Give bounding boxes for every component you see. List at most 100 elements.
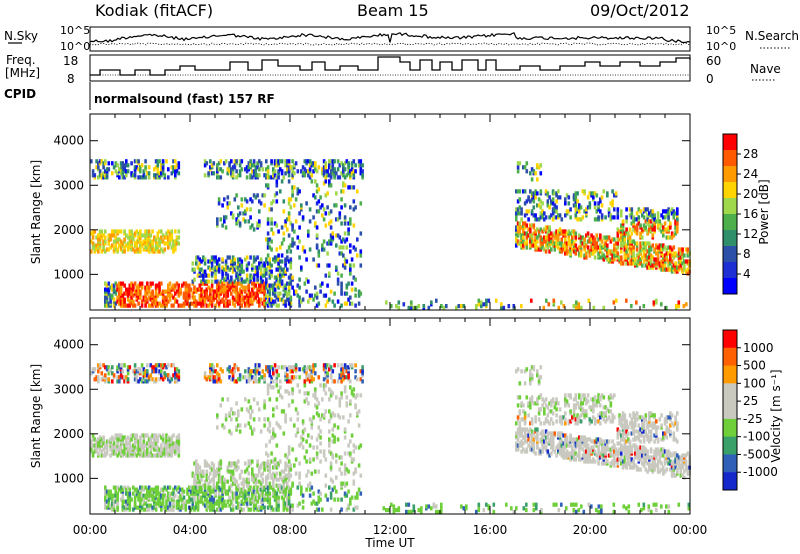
- scatter-cell: [356, 491, 359, 496]
- scatter-cell: [293, 171, 296, 176]
- scatter-cell: [590, 251, 593, 256]
- scatter-cell: [555, 205, 558, 210]
- scatter-cell: [672, 245, 676, 250]
- scatter-cell: [319, 289, 322, 294]
- scatter-cell: [326, 241, 329, 246]
- scatter-cell: [125, 173, 128, 178]
- scatter-cell: [296, 503, 300, 508]
- scatter-cell: [286, 227, 289, 232]
- scatter-cell: [212, 171, 216, 176]
- scatter-cell: [170, 497, 174, 502]
- scatter-cell: [324, 383, 328, 388]
- scatter-cell: [347, 443, 350, 448]
- scatter-cell: [277, 373, 280, 378]
- scatter-cell: [651, 227, 655, 232]
- scatter-cell: [247, 373, 251, 378]
- scatter-cell: [328, 419, 331, 424]
- scatter-cell: [347, 469, 350, 474]
- scatter-cell: [298, 299, 301, 304]
- scatter-cell: [611, 237, 614, 242]
- scatter-cell: [170, 491, 174, 496]
- scatter-cell: [329, 171, 333, 176]
- scatter-cell: [663, 221, 667, 226]
- scatter-cell: [112, 239, 116, 244]
- scatter-cell: [581, 241, 585, 246]
- scatter-cell: [279, 483, 282, 488]
- scatter-cell: [144, 299, 147, 304]
- scatter-cell: [258, 199, 261, 204]
- scatter-cell: [595, 209, 599, 214]
- scatter-cell: [352, 275, 356, 280]
- scatter-cell: [139, 243, 142, 248]
- scatter-cell: [525, 235, 529, 240]
- scatter-cell: [634, 257, 637, 262]
- scatter-cell: [336, 159, 340, 164]
- scatter-cell: [564, 251, 567, 256]
- scatter-cell: [319, 449, 322, 454]
- scatter-cell: [286, 495, 289, 500]
- scatter-cell: [216, 175, 219, 180]
- scatter-cell: [357, 159, 361, 164]
- scatter-cell: [203, 371, 207, 376]
- scatter-cell: [317, 301, 321, 306]
- scatter-cell: [632, 227, 635, 232]
- scatter-cell: [349, 205, 352, 210]
- scatter-cell: [537, 233, 541, 238]
- scatter-cell: [539, 189, 543, 194]
- scatter-cell: [314, 469, 317, 474]
- scatter-cell: [123, 237, 126, 242]
- scatter-cell: [317, 253, 321, 258]
- scatter-cell: [107, 503, 111, 508]
- scatter-cell: [282, 237, 286, 242]
- scatter-cell: [602, 305, 606, 310]
- scatter-cell: [167, 229, 170, 234]
- scatter-cell: [275, 483, 279, 488]
- scatter-cell: [280, 267, 284, 272]
- scatter-cell: [105, 365, 109, 370]
- scatter-cell: [328, 271, 331, 276]
- scatter-cell: [289, 165, 293, 170]
- scatter-cell: [592, 191, 595, 196]
- scatter-cell: [238, 159, 242, 164]
- scatter-cell: [665, 305, 668, 310]
- scatter-cell: [359, 377, 363, 382]
- scatter-cell: [606, 235, 609, 240]
- scatter-cell: [551, 217, 555, 222]
- scatter-cell: [217, 291, 221, 296]
- scatter-cell: [231, 377, 235, 382]
- scatter-cell: [298, 255, 301, 260]
- scatter-cell: [342, 181, 345, 186]
- scatter-cell: [343, 385, 347, 390]
- scatter-cell: [286, 217, 289, 222]
- scatter-cell: [530, 243, 534, 248]
- scatter-cell: [298, 367, 301, 372]
- scatter-cell: [317, 413, 321, 418]
- scatter-cell: [175, 281, 179, 286]
- scatter-cell: [154, 243, 158, 248]
- scatter-cell: [293, 423, 296, 428]
- scatter-cell: [343, 435, 347, 440]
- scatter-cell: [338, 245, 342, 250]
- scatter-cell: [160, 291, 163, 296]
- scatter-cell: [340, 239, 343, 244]
- scatter-cell: [265, 301, 268, 306]
- scatter-cell: [254, 375, 258, 380]
- scatter-cell: [123, 283, 126, 288]
- scatter-cell: [123, 435, 126, 440]
- scatter-cell: [634, 225, 637, 230]
- scatter-cell: [646, 221, 649, 226]
- scatter-cell: [119, 497, 123, 502]
- scatter-cell: [217, 287, 221, 292]
- scatter-cell: [238, 169, 242, 174]
- scatter-cell: [565, 245, 569, 250]
- scatter-cell: [228, 299, 231, 304]
- scatter-cell: [282, 299, 286, 304]
- scatter-cell: [485, 298, 488, 303]
- scatter-cell: [544, 239, 548, 244]
- scatter-cell: [307, 373, 310, 378]
- scatter-cell: [338, 211, 342, 216]
- scatter-cell: [585, 233, 588, 238]
- scatter-cell: [167, 491, 170, 496]
- scatter-cell: [217, 479, 221, 484]
- scatter-cell: [536, 227, 539, 232]
